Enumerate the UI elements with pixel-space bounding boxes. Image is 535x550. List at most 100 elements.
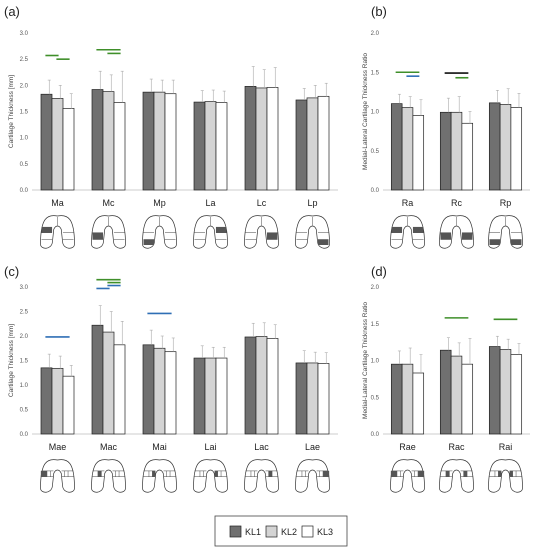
bar-kl1-lai — [193, 357, 206, 435]
knee-highlight-region — [40, 470, 47, 477]
knee-outline — [193, 215, 228, 249]
knee-highlight-region — [440, 232, 452, 240]
bar-kl3-lp — [317, 95, 330, 191]
legend-swatch-kl2 — [265, 525, 278, 538]
y-axis-label: Cartilage Thickness [mm] — [8, 75, 15, 148]
bar-kl3-lae — [317, 363, 330, 435]
category-label: Ma — [51, 198, 64, 208]
bar-kl1-mc — [91, 89, 104, 191]
y-tick-label: 1.0 — [20, 136, 29, 142]
y-tick-label: 3.0 — [20, 31, 29, 37]
bar-kl2-rac — [450, 355, 463, 435]
knee-outline — [439, 215, 474, 249]
y-tick-label: 0.5 — [371, 149, 380, 155]
bar-kl2-mp — [153, 91, 166, 191]
knee-outline — [390, 459, 425, 493]
bar-kl1-mac — [91, 324, 104, 435]
knee-highlight-region — [418, 470, 425, 477]
legend-label-kl1: KL1 — [245, 527, 261, 537]
y-axis-label: Cartilage Thickness [mm] — [8, 324, 15, 397]
y-tick-label: 2.0 — [371, 285, 380, 291]
y-axis-label: Medial-Lateral Cartilage Thickness Ratio — [362, 302, 369, 419]
knee-outline — [91, 459, 126, 493]
panel-b: (b) 0.0 0.5 1.0 1.5 2.0 Medial-Lateral Cartila… — [362, 4, 530, 249]
category-label: Rp — [500, 198, 512, 208]
y-tick-label: 2.5 — [20, 310, 29, 316]
y-tick-label: 0.0 — [20, 432, 29, 438]
knee-highlight-region — [41, 226, 53, 233]
y-tick-label: 1.0 — [20, 383, 29, 389]
bar-kl2-mae — [51, 367, 64, 435]
bar-kl2-lp — [306, 97, 319, 191]
bar-kl1-ma — [40, 93, 53, 191]
panel-a: (a) 0.0 0.5 1.0 1.5 2.0 2.5 3.0 Cartilage Thickn… — [4, 4, 338, 249]
category-label: Lp — [307, 198, 317, 208]
y-tick-label: 1.5 — [371, 70, 380, 76]
bar-kl2-lae — [306, 362, 319, 435]
knee-highlight-region — [390, 470, 397, 477]
bar-kl3-rae — [412, 372, 425, 435]
bar-kl3-ma — [62, 108, 75, 191]
y-tick-label: 1.0 — [371, 359, 380, 365]
knee-highlight-region — [143, 239, 155, 245]
bar-kl3-mp — [164, 93, 177, 191]
bar-kl1-mp — [142, 91, 155, 191]
knee-highlight-region — [498, 470, 502, 477]
bar-kl2-lai — [204, 357, 217, 435]
bar-kl3-mc — [113, 102, 126, 191]
knee-highlight-region — [215, 226, 227, 233]
category-label: Rc — [451, 198, 462, 208]
category-label: Lc — [257, 198, 267, 208]
bar-kl1-lae — [295, 362, 308, 435]
knee-highlight-region — [97, 470, 102, 477]
knee-highlight-region — [266, 232, 278, 240]
y-tick-label: 0.5 — [20, 408, 29, 414]
panel-c: (c) 0.0 0.5 1.0 1.5 2.0 2.5 3.0 Cartilage Thickn… — [4, 264, 338, 493]
bar-kl2-mc — [102, 91, 115, 191]
knee-outline — [91, 215, 126, 249]
knee-outline — [142, 459, 177, 493]
y-tick-label: 2.0 — [20, 334, 29, 340]
y-tick-label: 1.5 — [20, 110, 29, 116]
bar-kl1-rac — [439, 349, 452, 435]
knee-highlight-region — [92, 232, 104, 240]
bar-kl3-mac — [113, 344, 126, 435]
knee-outline — [244, 215, 279, 249]
category-label: Lai — [204, 442, 216, 452]
bar-kl2-ma — [51, 98, 64, 191]
bar-kl3-rc — [461, 122, 474, 191]
knee-highlight-region — [412, 226, 424, 233]
knee-highlight-region — [445, 470, 450, 477]
bar-kl1-mae — [40, 367, 53, 435]
bar-kl3-mae — [62, 375, 75, 435]
panel-label: (b) — [371, 4, 387, 19]
bar-kl2-mai — [153, 347, 166, 435]
bar-kl1-lp — [295, 99, 308, 191]
y-tick-label: 0.0 — [371, 188, 380, 194]
bar-kl1-rp — [488, 102, 501, 191]
bar-kl3-mai — [164, 351, 177, 435]
category-label: Lac — [254, 442, 269, 452]
legend-label-kl3: KL3 — [317, 527, 333, 537]
bar-kl1-mai — [142, 344, 155, 435]
y-tick-label: 2.0 — [20, 83, 29, 89]
knee-outline — [40, 459, 75, 493]
bar-kl1-la — [193, 101, 206, 191]
knee-highlight-region — [489, 239, 501, 245]
bar-kl3-lai — [215, 357, 228, 435]
bar-kl3-rac — [461, 363, 474, 435]
knee-highlight-region — [391, 226, 403, 233]
bar-kl2-lac — [255, 336, 268, 435]
y-tick-label: 1.5 — [20, 359, 29, 365]
y-tick-label: 0.0 — [20, 188, 29, 194]
category-label: Mc — [103, 198, 115, 208]
bar-kl3-rp — [510, 107, 523, 191]
knee-highlight-region — [509, 470, 513, 477]
y-tick-label: 0.0 — [371, 432, 380, 438]
bar-kl2-la — [204, 101, 217, 191]
knee-highlight-region — [152, 470, 156, 477]
bar-kl2-rc — [450, 111, 463, 191]
bar-kl3-rai — [510, 354, 523, 435]
category-label: Ra — [402, 198, 414, 208]
